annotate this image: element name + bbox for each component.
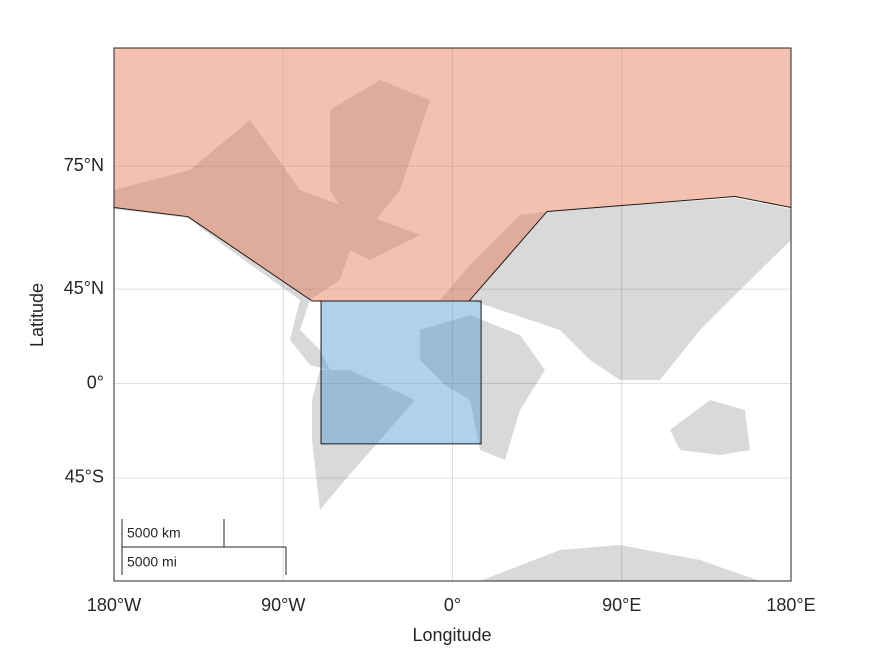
x-tick-label: 90°W xyxy=(261,595,305,615)
region xyxy=(114,48,791,302)
y-tick-label: 45°S xyxy=(65,467,104,487)
y-tick-label: 0° xyxy=(87,372,104,392)
y-axis-label: Latitude xyxy=(27,283,47,347)
scale-km: 5000 km xyxy=(127,525,181,541)
x-tick-label: 180°E xyxy=(766,595,815,615)
y-tick-label: 45°N xyxy=(64,278,104,298)
y-tick-label: 75°N xyxy=(64,155,104,175)
x-tick-label: 180°W xyxy=(87,595,141,615)
basemap xyxy=(114,80,791,581)
axes-frame xyxy=(113,47,792,582)
x-tick-label: 0° xyxy=(444,595,461,615)
region xyxy=(320,300,482,445)
scale-bar: 5000 km 5000 mi xyxy=(121,519,287,575)
x-tick-label: 90°E xyxy=(602,595,641,615)
scale-mi: 5000 mi xyxy=(127,554,177,570)
x-axis-label: Longitude xyxy=(412,625,491,645)
